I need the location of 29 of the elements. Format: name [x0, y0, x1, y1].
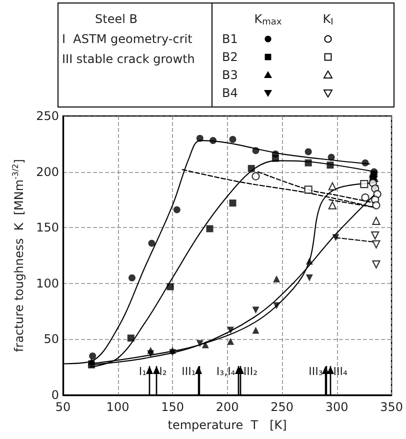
x-tick-label: 150 — [161, 400, 184, 414]
ref-line-label: III₁ — [182, 365, 196, 378]
legend-title: Steel B — [95, 12, 138, 26]
y-tick-label: 200 — [36, 164, 59, 179]
x-tick-label: 250 — [270, 400, 294, 414]
y-tick-label: 250 — [36, 109, 59, 123]
ref-line-label: III₄ — [333, 365, 348, 378]
y-tick-label: 150 — [36, 220, 59, 235]
ref-line-label: III₃ — [308, 365, 323, 378]
y-tick-label: 50 — [44, 332, 59, 346]
x-tick-label: 200 — [216, 400, 239, 414]
y-tick-label: 0 — [51, 388, 59, 402]
x-tick-label: 300 — [325, 400, 348, 414]
ref-line-label: III₂ — [243, 365, 258, 378]
text: III stable crack growth — [62, 52, 195, 66]
x-tick-label: 350 — [380, 400, 403, 414]
ref-line-label: I₂ — [159, 365, 167, 378]
y-tick-label: 100 — [36, 276, 59, 290]
x-axis-title: temperature T [K] — [168, 418, 287, 432]
x-tick-label: 50 — [55, 400, 71, 414]
text: I ASTM geometry-crit — [62, 32, 193, 46]
legend-label: B2 — [222, 50, 238, 64]
x-tick-label: 100 — [106, 400, 130, 414]
y-axis-title: fracture toughness K [MNm-3/2] — [11, 159, 26, 352]
ref-line-label: I₁ — [138, 365, 147, 378]
legend-label: B3 — [222, 68, 238, 82]
legend-label: B4 — [222, 86, 238, 100]
legend-label: B1 — [222, 32, 238, 46]
ref-line-label: I₃,I₄ — [216, 365, 236, 378]
